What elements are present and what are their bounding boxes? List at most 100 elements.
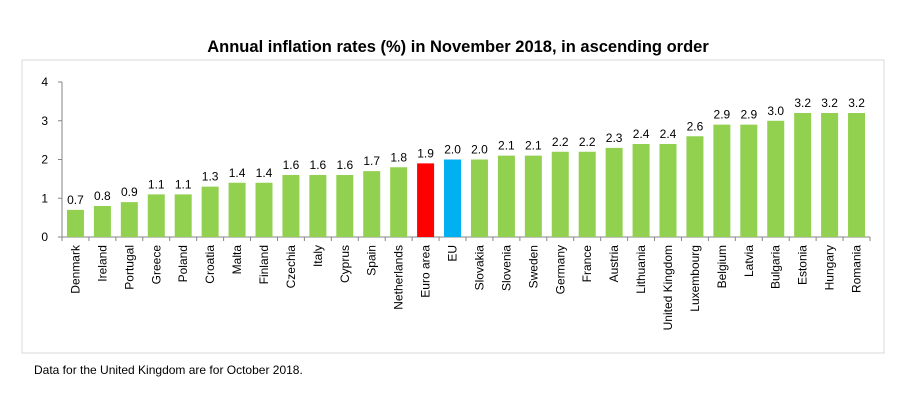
bar-value-label: 2.2: [579, 135, 596, 149]
bar-value-label: 3.2: [848, 96, 865, 110]
bar: [417, 163, 435, 237]
x-axis: [61, 236, 871, 241]
bar: [821, 113, 839, 237]
chart-title: Annual inflation rates (%) in November 2…: [207, 38, 709, 56]
bar-value-label: 2.2: [552, 135, 569, 149]
bar-value-label: 1.4: [256, 166, 273, 180]
bar: [201, 186, 219, 237]
y-tick-label: 4: [41, 75, 48, 89]
category-label: Euro area: [419, 245, 433, 298]
category-label: Austria: [607, 245, 621, 283]
category-label: Malta: [230, 245, 244, 275]
bar: [309, 175, 327, 237]
bar: [470, 159, 488, 237]
category-label: Portugal: [122, 245, 136, 290]
bar: [578, 151, 596, 237]
bar-value-label: 1.6: [310, 158, 327, 172]
footnote: Data for the United Kingdom are for Octo…: [34, 363, 303, 377]
bar: [363, 171, 381, 237]
y-axis: 0 1 2 3 4: [41, 75, 63, 244]
bar: [228, 182, 246, 237]
bar-value-label: 1.1: [175, 177, 192, 191]
bar-value-label: 2.1: [498, 139, 515, 153]
category-label: Slovenia: [499, 245, 513, 291]
category-label: Belgium: [715, 245, 729, 288]
bar-value-label: 3.0: [767, 104, 784, 118]
bar: [524, 155, 542, 237]
category-label: Latvia: [742, 245, 756, 277]
category-label: Lithuania: [634, 245, 648, 294]
bar-value-label: 1.6: [283, 158, 300, 172]
bar: [713, 124, 731, 237]
bar-value-label: 1.8: [390, 150, 407, 164]
bar: [174, 194, 192, 237]
bar: [147, 194, 165, 237]
category-label: Sweden: [526, 245, 540, 288]
bar: [497, 155, 515, 237]
category-label: Ireland: [95, 245, 109, 282]
bar-series: [66, 113, 866, 237]
bar-value-label: 1.9: [417, 146, 434, 160]
bar: [848, 113, 866, 237]
bar-value-label: 0.8: [94, 189, 111, 203]
data-labels: 0.7 0.8 0.9 1.1 1.1 1.3 1.4 1.4 1.6 1.6 1.6 1.7 1.8 1…: [67, 96, 865, 207]
bar: [390, 167, 408, 237]
bar-value-label: 2.4: [633, 127, 650, 141]
category-label: Czechia: [284, 245, 298, 289]
category-label: Netherlands: [392, 245, 406, 310]
category-label: Germany: [553, 245, 567, 294]
bar: [632, 144, 650, 237]
bar-value-label: 2.9: [740, 108, 757, 122]
y-tick-label: 1: [41, 191, 48, 205]
bar: [794, 113, 812, 237]
bar-value-label: 1.6: [336, 158, 353, 172]
category-label: Italy: [311, 245, 325, 267]
category-labels: Denmark Ireland Portugal Greece Poland Croati…: [68, 244, 863, 330]
plot-frame: [21, 59, 885, 354]
category-label: Spain: [365, 245, 379, 276]
category-label: Luxembourg: [688, 245, 702, 312]
category-label: Poland: [176, 245, 190, 282]
y-tick-label: 2: [41, 153, 48, 167]
bar-value-label: 2.6: [687, 119, 704, 133]
category-label: EU: [446, 245, 460, 262]
category-label: United Kingdom: [661, 245, 675, 330]
bar: [93, 206, 111, 237]
bar: [444, 159, 462, 237]
bar-value-label: 2.0: [471, 143, 488, 157]
bar: [282, 175, 300, 237]
bar: [336, 175, 354, 237]
bar-value-label: 2.9: [714, 108, 731, 122]
bar-value-label: 3.2: [794, 96, 811, 110]
bar-value-label: 3.2: [821, 96, 838, 110]
bar: [659, 144, 677, 237]
category-label: Bulgaria: [769, 245, 783, 289]
bar: [740, 124, 758, 237]
bar-value-label: 2.4: [660, 127, 677, 141]
bar-value-label: 0.9: [121, 185, 138, 199]
bar: [255, 182, 273, 237]
bar-value-label: 2.0: [444, 143, 461, 157]
bar: [120, 202, 138, 237]
y-tick-label: 3: [41, 114, 48, 128]
category-label: Croatia: [203, 245, 217, 284]
bar-value-label: 0.7: [67, 193, 84, 207]
category-label: Denmark: [68, 244, 82, 294]
category-label: Romania: [850, 245, 864, 293]
category-label: Hungary: [823, 245, 837, 290]
bar-value-label: 2.1: [525, 139, 542, 153]
bar-value-label: 1.7: [363, 154, 380, 168]
category-label: Estonia: [796, 245, 810, 285]
bar-value-label: 2.3: [606, 131, 623, 145]
category-label: Cyprus: [338, 245, 352, 283]
category-label: Slovakia: [472, 245, 486, 291]
category-label: Finland: [257, 245, 271, 284]
bar-value-label: 1.1: [148, 177, 165, 191]
bar: [605, 147, 623, 237]
bar: [551, 151, 569, 237]
y-tick-label: 0: [41, 230, 48, 244]
bar: [66, 209, 84, 237]
bar: [686, 136, 704, 237]
category-label: Greece: [149, 245, 163, 285]
